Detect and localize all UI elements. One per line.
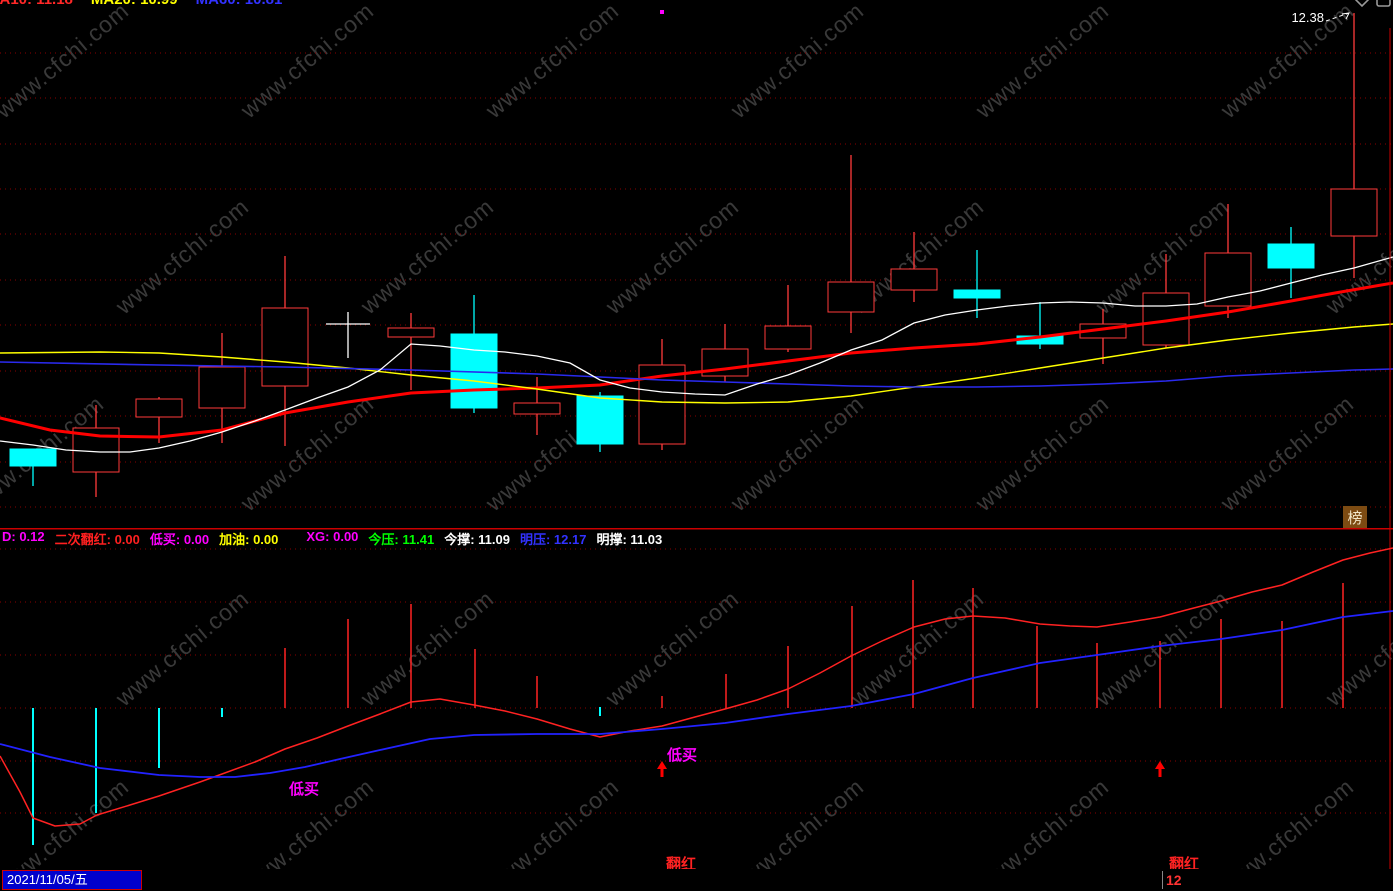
status-separator	[1162, 871, 1163, 889]
candle-up	[198, 366, 246, 409]
signal-label: 翻红	[666, 856, 697, 873]
indicator-value: 今撑: 11.09	[444, 532, 510, 547]
chevron-down-icon[interactable]	[1353, 0, 1371, 8]
candle-up	[764, 325, 812, 350]
indicator-value: XG: 0.00	[306, 529, 359, 544]
candle-up	[890, 268, 938, 291]
indicator-blue-line	[0, 610, 1393, 778]
signal-label: 翻红	[1169, 856, 1200, 873]
status-date[interactable]: 2021/11/05/五	[2, 870, 142, 890]
status-bar: 2021/11/05/五 12	[0, 869, 1393, 891]
candle-down	[953, 289, 1001, 299]
ma-legend-item: MA10: 11.18	[0, 0, 73, 8]
panel-icon[interactable]	[1376, 0, 1391, 7]
signal-label: 低买	[667, 747, 698, 764]
candle-up	[1204, 252, 1252, 307]
ma20-line	[0, 323, 1393, 404]
indicator-values-row: D: 0.12 二次翻红: 0.00 低买: 0.00 加油: 0.00 XG: 0.0…	[2, 529, 662, 548]
buy-signal-arrow-stem	[660, 766, 664, 777]
indicator-red-line	[0, 547, 1393, 827]
panel-divider-line	[0, 528, 1393, 530]
candle-up	[1330, 188, 1378, 237]
buy-signal-arrow-stem	[1158, 766, 1162, 777]
callout-arrow-line	[1325, 12, 1350, 22]
callout-arrow-head	[1341, 12, 1350, 20]
candle-down	[9, 448, 57, 467]
indicator-value: 加油: 0.00	[219, 532, 279, 547]
candle-up	[387, 327, 435, 338]
trend-line	[0, 281, 1393, 439]
indicator-value: 低买: 0.00	[149, 532, 210, 547]
indicator-value: 明压: 12.17	[519, 532, 587, 547]
candle-down	[450, 333, 498, 409]
candle-up	[261, 307, 309, 387]
event-dot	[660, 10, 664, 14]
ma-legend: MA10: 11.18 MA20: 10.99 MA60: 10.81	[0, 0, 282, 8]
candle-up	[827, 281, 875, 313]
ma-legend-item: MA20: 10.99	[91, 0, 178, 8]
candle-up	[513, 402, 561, 415]
price-high-label: 12.38	[1291, 10, 1324, 25]
indicator-value: 明撑: 11.03	[596, 532, 663, 547]
ma-legend-item: MA60: 10.81	[196, 0, 283, 8]
price-high-callout: 12.38	[1290, 10, 1324, 25]
candle-up	[135, 398, 183, 418]
indicator-value: 今压: 11.41	[368, 532, 435, 547]
candle-up	[638, 364, 686, 445]
status-count: 12	[1166, 872, 1182, 888]
indicator-value: 二次翻红: 0.00	[54, 532, 140, 547]
ma5-line	[0, 256, 1393, 453]
ma60-line	[0, 361, 1393, 388]
candle-down	[576, 395, 624, 445]
indicator-value: D: 0.12	[2, 529, 45, 544]
buy-signal-arrow	[1155, 761, 1165, 769]
rank-button[interactable]: 榜	[1343, 506, 1367, 528]
candle-down	[1267, 243, 1315, 269]
buy-signal-arrow	[657, 761, 667, 769]
signal-label: 低买	[289, 781, 320, 798]
